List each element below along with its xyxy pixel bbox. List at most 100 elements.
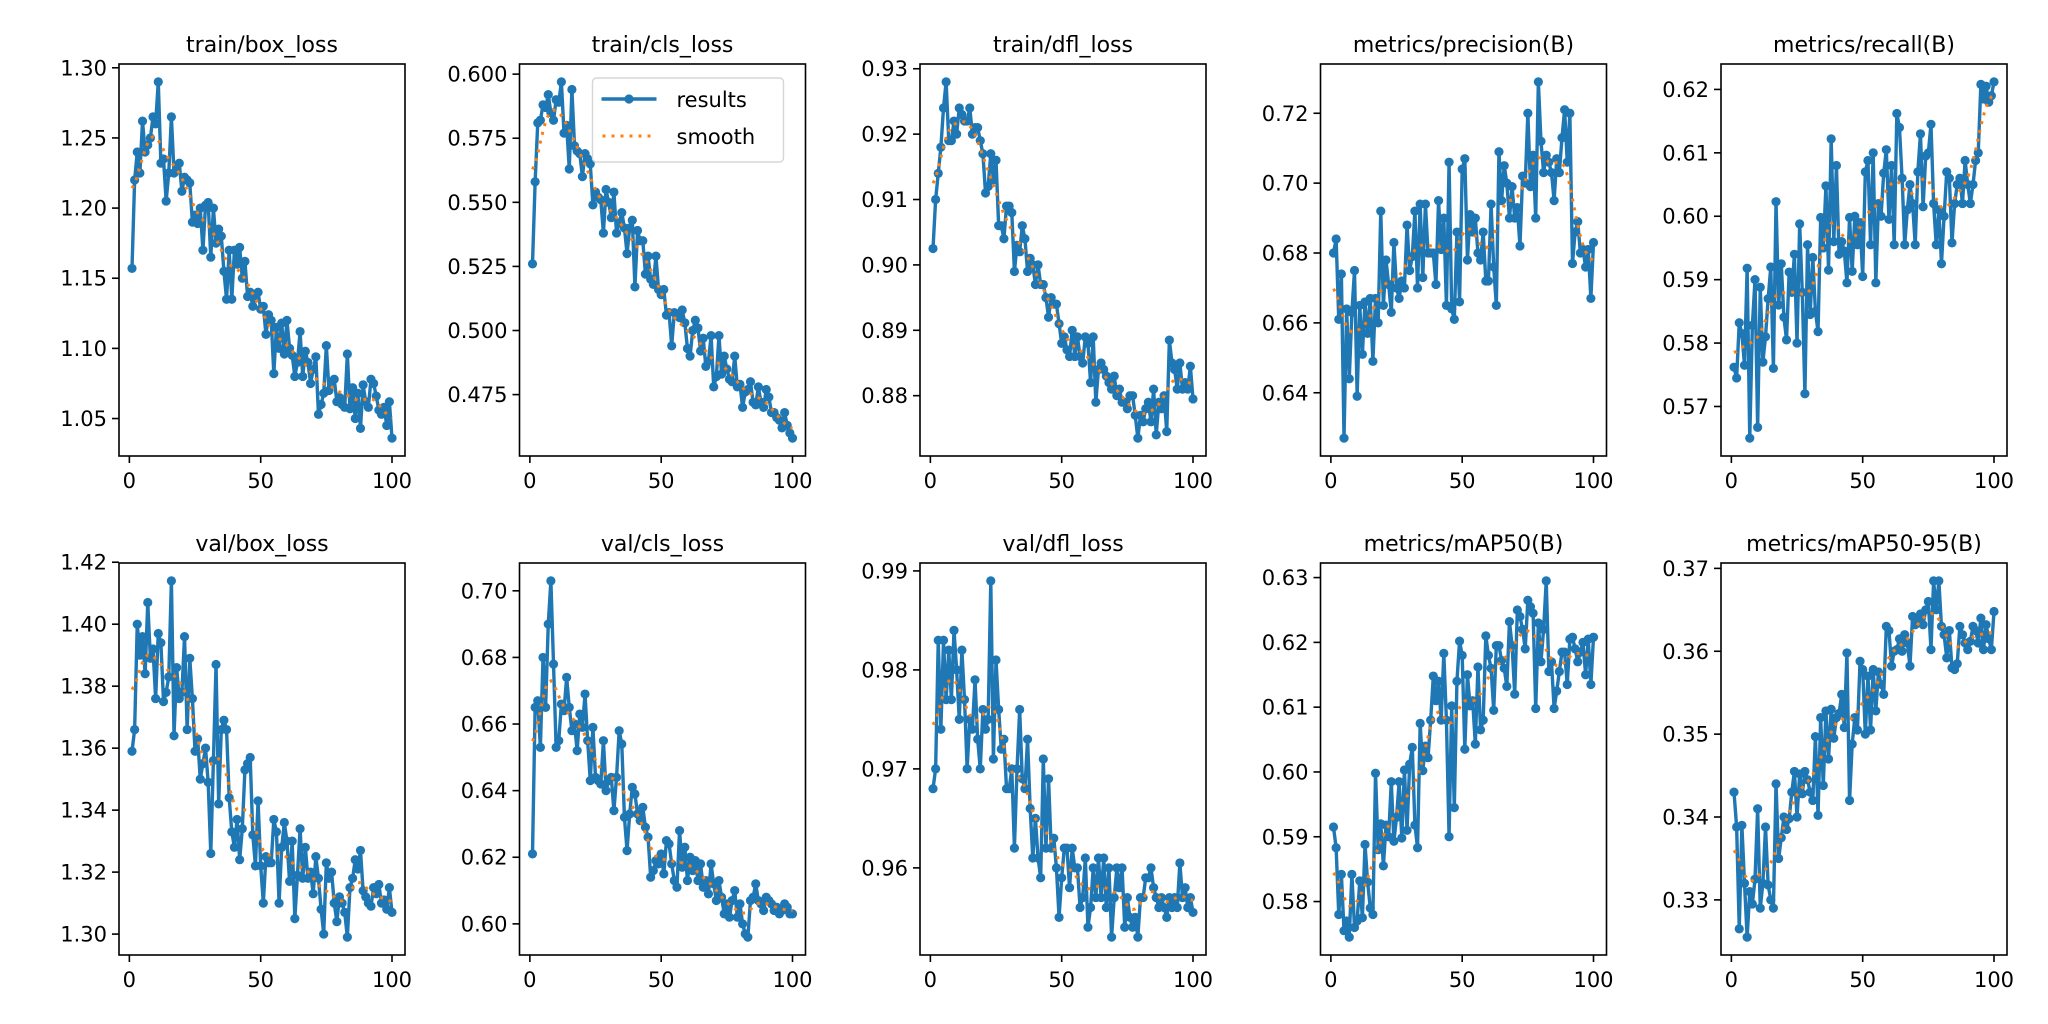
results-point <box>1075 902 1085 913</box>
results-point <box>938 635 949 645</box>
results-point <box>1412 843 1423 853</box>
results-point <box>1771 197 1781 207</box>
results-point <box>1729 787 1739 797</box>
results-point <box>1009 843 1020 853</box>
results-point <box>1973 638 1983 648</box>
x-tick-label: 50 <box>247 968 274 992</box>
results-point <box>1588 632 1599 642</box>
results-point <box>137 631 148 642</box>
results-point <box>1334 909 1344 920</box>
results-point <box>1022 266 1033 277</box>
results-point <box>1879 689 1889 699</box>
results-point <box>1120 922 1130 932</box>
results-point <box>1986 645 1996 655</box>
results-point <box>1188 394 1198 404</box>
results-point <box>714 331 724 341</box>
results-point <box>1897 646 1907 656</box>
x-tick-label: 0 <box>523 469 536 493</box>
results-point <box>1766 262 1776 272</box>
results-point <box>355 845 366 856</box>
smooth-line <box>1732 611 1995 883</box>
y-tick-label: 0.62 <box>461 846 508 870</box>
results-point <box>366 901 376 911</box>
results-point <box>305 867 316 877</box>
results-point <box>1557 133 1567 143</box>
results-point <box>1402 825 1412 835</box>
results-point <box>1376 206 1386 216</box>
results-point <box>1823 754 1834 764</box>
results-point <box>137 116 148 126</box>
results-point <box>690 315 700 325</box>
x-tick-label: 100 <box>372 469 412 493</box>
results-point <box>1789 249 1800 259</box>
results-point <box>1507 182 1517 192</box>
results-point <box>928 243 938 254</box>
results-point <box>321 858 331 868</box>
results-point <box>279 817 289 828</box>
results-point <box>1080 853 1090 863</box>
results-point <box>1771 779 1781 789</box>
results-point <box>598 228 609 238</box>
results-point <box>1172 902 1182 913</box>
results-point <box>601 786 611 796</box>
smooth-line <box>130 653 393 903</box>
results-point <box>1368 356 1378 366</box>
results-point <box>585 159 595 169</box>
results-point <box>1412 283 1423 293</box>
results-point <box>957 645 967 655</box>
results-point <box>1544 666 1554 677</box>
results-point <box>290 371 300 382</box>
results-point <box>300 346 310 356</box>
results-point <box>1091 397 1101 407</box>
results-point <box>206 252 216 262</box>
results-point <box>1747 899 1757 909</box>
results-point <box>1926 645 1936 655</box>
results-point <box>1800 389 1810 399</box>
results-point <box>132 619 142 629</box>
results-point <box>1776 259 1786 269</box>
results-point <box>1072 332 1083 342</box>
results-point <box>659 284 669 295</box>
results-point <box>1792 812 1802 822</box>
results-point <box>952 129 962 139</box>
results-point <box>269 369 279 379</box>
results-point <box>1494 147 1504 157</box>
results-point <box>161 687 171 697</box>
results-point <box>166 112 176 122</box>
results-point <box>672 882 682 892</box>
results-point <box>1185 361 1195 371</box>
results-point <box>1344 932 1354 942</box>
results-point <box>1494 641 1504 651</box>
smooth-line <box>1332 629 1594 908</box>
results-point <box>282 315 292 325</box>
results-point <box>1489 705 1499 716</box>
subplot-title: metrics/mAP50-95(B) <box>1746 532 1982 557</box>
results-point <box>774 415 784 425</box>
results-point <box>240 256 250 267</box>
results-point <box>195 774 205 784</box>
results-point <box>1779 312 1789 322</box>
results-point <box>1428 248 1438 258</box>
results-point <box>952 665 962 675</box>
results-point <box>1732 373 1742 383</box>
results-point <box>1989 77 1999 87</box>
results-point <box>269 814 279 825</box>
y-tick-label: 0.99 <box>861 559 908 583</box>
results-point <box>1734 924 1744 934</box>
results-point <box>928 784 938 794</box>
y-tick-label: 0.61 <box>1662 141 1709 165</box>
y-tick-label: 1.34 <box>60 799 107 823</box>
results-point <box>161 196 171 206</box>
results-point <box>266 858 276 868</box>
results-point <box>975 764 985 774</box>
results-point <box>1549 196 1559 206</box>
results-point <box>1394 777 1404 787</box>
results-point <box>1462 670 1473 680</box>
results-point <box>732 912 742 922</box>
results-point <box>688 865 698 876</box>
results-point <box>1460 154 1470 164</box>
results-point <box>1083 922 1093 932</box>
results-point <box>316 399 326 410</box>
results-point <box>1781 335 1792 345</box>
results-point <box>1357 349 1367 359</box>
